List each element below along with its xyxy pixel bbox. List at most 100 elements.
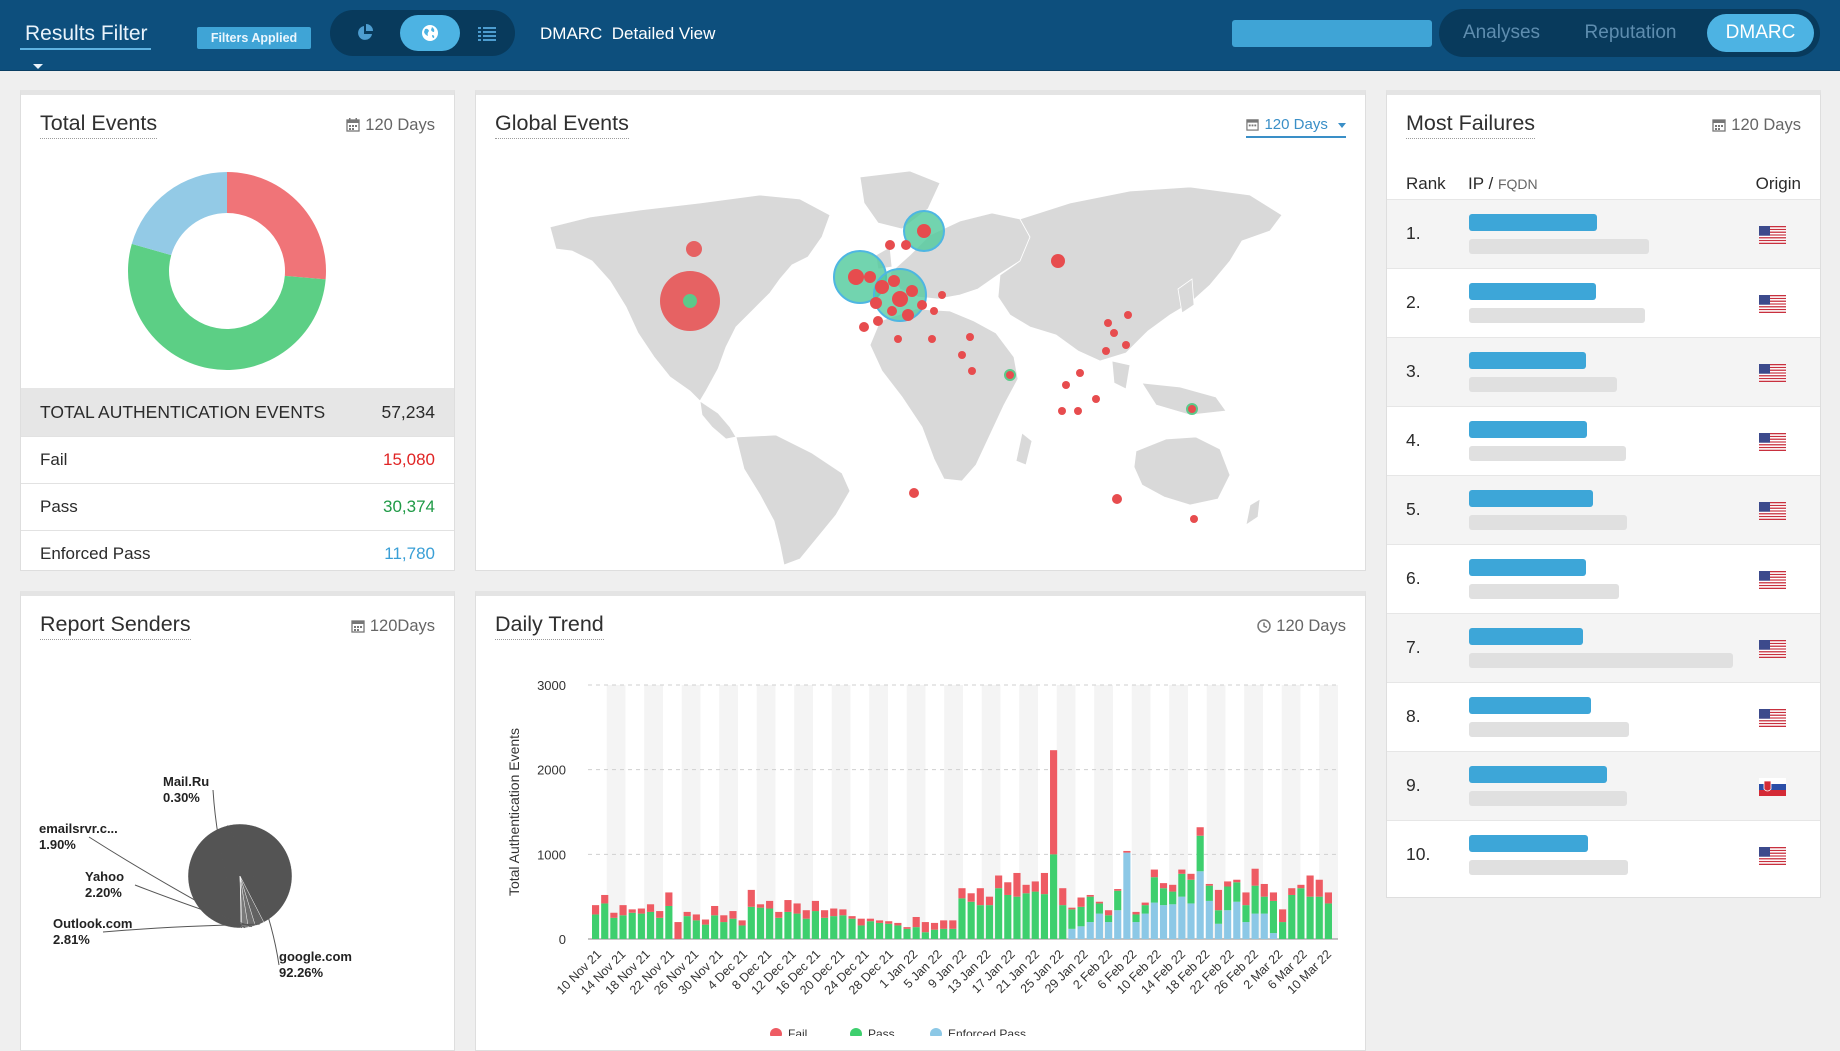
bar-pass[interactable]: [1187, 879, 1195, 904]
bar-pass[interactable]: [1031, 891, 1039, 939]
marker-id[interactable]: [1074, 407, 1082, 415]
bar-pass[interactable]: [967, 901, 975, 939]
bar-pass[interactable]: [711, 915, 719, 939]
marker-pacific[interactable]: [1186, 403, 1198, 415]
marker-au[interactable]: [1112, 494, 1122, 504]
bar-fail[interactable]: [995, 875, 1003, 889]
marker-es[interactable]: [870, 297, 882, 309]
bar-pass[interactable]: [720, 922, 728, 939]
table-row[interactable]: 5.: [1387, 475, 1820, 544]
bar-enforced-pass[interactable]: [1196, 871, 1204, 939]
ip-redacted[interactable]: [1469, 835, 1588, 852]
bar-pass[interactable]: [1022, 893, 1030, 939]
bar-pass[interactable]: [958, 898, 966, 939]
bar-fail[interactable]: [1260, 883, 1268, 897]
table-row[interactable]: 2.: [1387, 268, 1820, 337]
table-row[interactable]: 1.: [1387, 199, 1820, 268]
bar-fail[interactable]: [1297, 884, 1305, 889]
bar-pass[interactable]: [784, 911, 792, 939]
bar-pass[interactable]: [1169, 891, 1177, 905]
marker-ru[interactable]: [1051, 254, 1065, 268]
bar-fail[interactable]: [628, 909, 636, 913]
bar-fail[interactable]: [1169, 884, 1177, 892]
bar-pass[interactable]: [1150, 877, 1158, 903]
bar-pass[interactable]: [949, 928, 957, 939]
bar-fail[interactable]: [1031, 881, 1039, 892]
bar-pass[interactable]: [1242, 905, 1250, 923]
bar-pass[interactable]: [701, 924, 710, 939]
bar-pass[interactable]: [839, 915, 847, 939]
bar-fail[interactable]: [866, 918, 874, 922]
bar-fail[interactable]: [601, 894, 609, 904]
bar-pass[interactable]: [1050, 854, 1058, 939]
bar-pass[interactable]: [1159, 888, 1168, 906]
filters-applied-badge[interactable]: Filters Applied: [197, 27, 311, 49]
marker-cn[interactable]: [1110, 329, 1118, 337]
bar-fail[interactable]: [885, 921, 893, 924]
bar-fail[interactable]: [1050, 750, 1058, 855]
globe-view-button[interactable]: [400, 15, 460, 51]
bar-fail[interactable]: [976, 888, 984, 906]
donut-slice-enforced-pass[interactable]: [131, 172, 227, 256]
bar-pass[interactable]: [866, 921, 874, 939]
world-map[interactable]: [530, 165, 1310, 565]
marker-th[interactable]: [1062, 381, 1070, 389]
bar-pass[interactable]: [912, 927, 920, 939]
bar-pass[interactable]: [619, 915, 627, 939]
bar-fail[interactable]: [701, 919, 710, 925]
table-row[interactable]: 4.: [1387, 406, 1820, 475]
bar-enforced-pass[interactable]: [1214, 923, 1223, 939]
ip-redacted[interactable]: [1469, 628, 1583, 645]
bar-pass[interactable]: [665, 905, 673, 939]
bar-pass[interactable]: [1013, 896, 1021, 939]
bar-fail[interactable]: [592, 905, 600, 915]
marker-tr[interactable]: [930, 307, 938, 315]
bar-fail[interactable]: [784, 900, 792, 912]
bar-pass[interactable]: [592, 914, 600, 939]
marker-sa[interactable]: [968, 367, 976, 375]
bar-enforced-pass[interactable]: [1132, 922, 1140, 939]
marker-eg[interactable]: [958, 351, 966, 359]
bar-enforced-pass[interactable]: [1269, 933, 1278, 939]
marker-se[interactable]: [901, 240, 911, 250]
legend-label[interactable]: Pass: [868, 1027, 895, 1036]
ip-redacted[interactable]: [1469, 283, 1596, 300]
bar-fail[interactable]: [756, 904, 765, 908]
bar-pass[interactable]: [830, 916, 838, 939]
bar-enforced-pass[interactable]: [1077, 926, 1085, 939]
bar-pass[interactable]: [976, 905, 984, 939]
bar-fail[interactable]: [985, 896, 994, 906]
bar-enforced-pass[interactable]: [1242, 922, 1250, 939]
bar-fail[interactable]: [619, 905, 627, 916]
marker-my[interactable]: [1092, 395, 1100, 403]
bar-fail[interactable]: [857, 918, 865, 926]
bar-pass[interactable]: [1114, 890, 1122, 911]
bar-pass[interactable]: [729, 918, 737, 939]
bar-fail[interactable]: [1242, 892, 1250, 906]
bar-enforced-pass[interactable]: [1114, 910, 1122, 939]
bar-fail[interactable]: [1159, 883, 1168, 889]
bar-fail[interactable]: [766, 900, 774, 909]
bar-fail[interactable]: [1022, 884, 1030, 894]
bar-enforced-pass[interactable]: [1104, 922, 1113, 939]
table-row[interactable]: 9.: [1387, 751, 1820, 820]
bar-fail[interactable]: [1104, 910, 1113, 916]
bar-pass[interactable]: [601, 903, 609, 939]
bar-pass[interactable]: [692, 920, 700, 939]
bar-fail[interactable]: [1205, 883, 1213, 886]
bar-pass[interactable]: [738, 925, 746, 939]
ip-redacted[interactable]: [1469, 352, 1586, 369]
tab-analyses[interactable]: Analyses: [1462, 22, 1541, 43]
bar-fail[interactable]: [637, 908, 645, 914]
bar-enforced-pass[interactable]: [1068, 928, 1076, 939]
bar-enforced-pass[interactable]: [1251, 913, 1259, 939]
bar-enforced-pass[interactable]: [1260, 913, 1268, 939]
bar-pass[interactable]: [610, 917, 618, 939]
bar-fail[interactable]: [610, 912, 618, 918]
bar-fail[interactable]: [821, 910, 829, 918]
marker-in[interactable]: [1004, 369, 1016, 381]
marker-il[interactable]: [966, 333, 974, 341]
ip-redacted[interactable]: [1469, 697, 1591, 714]
bar-pass[interactable]: [940, 928, 948, 939]
bar-pass[interactable]: [656, 917, 664, 939]
